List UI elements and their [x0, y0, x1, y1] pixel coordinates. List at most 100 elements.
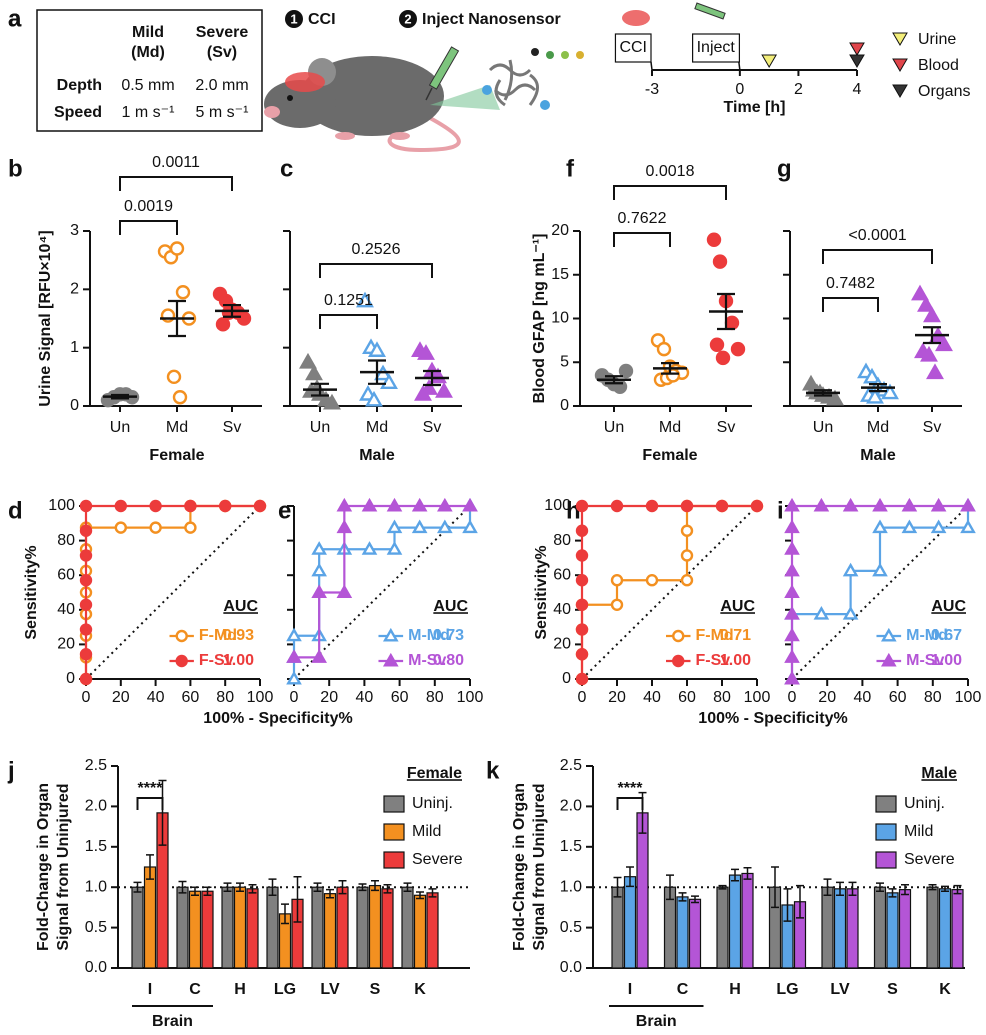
data-point: [930, 519, 947, 534]
data-point: [286, 627, 302, 642]
legend-label: Organs: [918, 83, 970, 100]
group-label: Brain: [636, 1013, 677, 1030]
y-axis-title: Fold-Change in Organ: [35, 783, 52, 951]
table-cell: 2.0 mm: [195, 77, 248, 94]
group-label: Brain: [152, 1013, 193, 1030]
data-point: [215, 317, 231, 332]
data-point: [311, 649, 327, 663]
error-bar: [146, 854, 154, 880]
y-tick-label: 2.0: [560, 798, 582, 815]
event-box: [692, 33, 741, 63]
error-bar: [953, 884, 962, 895]
step-label: CCI: [308, 11, 336, 28]
comparison-bracket: [119, 220, 178, 235]
data-point: [715, 499, 729, 513]
legend-label: F-Sv: [199, 652, 234, 669]
data-point: [79, 623, 93, 636]
data-point: [336, 519, 353, 534]
panel-letter: b: [8, 155, 23, 182]
data-point: [437, 519, 453, 534]
error-bar: [796, 884, 804, 919]
data-point: [730, 341, 746, 357]
data-point: [709, 337, 725, 352]
error-bar: [626, 866, 634, 888]
x-tick-label: 20: [608, 689, 626, 706]
auc-value: 1.00: [223, 652, 254, 669]
p-value-label: 0.7622: [618, 210, 667, 227]
panel-letter: d: [8, 497, 23, 524]
x-tick-label: 60: [889, 689, 907, 706]
auc-value: 1.00: [931, 652, 962, 669]
bar: [426, 892, 439, 969]
data-point: [901, 519, 918, 534]
x-axis-title: Time [h]: [724, 99, 786, 116]
bar: [821, 886, 834, 969]
x-tick-label: 0: [735, 81, 744, 98]
x-tick-label: Sv: [423, 419, 442, 436]
legend-label: Mild: [904, 823, 933, 840]
error-bar: [941, 885, 949, 892]
error-bar: [371, 879, 379, 892]
legend-label: M-Md: [906, 627, 948, 644]
y-tick-label: 1.0: [85, 878, 107, 895]
p-value-label: 0.2526: [352, 241, 401, 258]
bar: [311, 886, 324, 969]
data-point: [575, 598, 589, 611]
data-point: [172, 390, 188, 405]
error-bar: [158, 779, 167, 846]
data-point: [911, 284, 929, 301]
panel-letter: k: [486, 757, 500, 784]
x-tick-label: Sv: [223, 419, 242, 436]
data-point: [680, 574, 694, 587]
x-tick-label: S: [370, 981, 381, 998]
x-tick-label: 80: [426, 689, 444, 706]
x-tick-label: I: [148, 981, 152, 998]
panel-letter: e: [278, 497, 291, 524]
legend-label: Severe: [904, 851, 955, 868]
auc-value: 1.00: [720, 652, 751, 669]
sample-marker: [849, 54, 865, 68]
bar: [401, 886, 414, 969]
data-point: [114, 521, 128, 534]
data-point: [286, 670, 302, 685]
data-point: [411, 497, 428, 512]
error-bar: [428, 888, 437, 898]
x-tick-label: Md: [659, 419, 681, 436]
data-point: [356, 291, 374, 308]
y-tick-label: 2: [70, 281, 79, 298]
bar: [143, 866, 157, 969]
data-point: [715, 350, 731, 366]
error-bar: [678, 892, 687, 902]
bar: [926, 886, 939, 969]
data-point: [750, 499, 764, 513]
y-axis-title: Signal from Uninjured: [531, 783, 548, 950]
data-point: [79, 499, 93, 513]
significance-label: ****: [618, 780, 644, 797]
x-tick-label: 0: [578, 689, 587, 706]
x-tick-label: 80: [216, 689, 234, 706]
legend-label: F-Md: [696, 627, 734, 644]
y-tick-label: 1: [70, 339, 79, 356]
error-bar: [168, 299, 186, 338]
legend-title: AUC: [223, 598, 258, 615]
comparison-bracket: [822, 249, 933, 264]
x-tick-label: LG: [776, 981, 798, 998]
y-tick-label: 0: [66, 670, 75, 687]
bar: [951, 889, 964, 969]
error-bar: [743, 867, 752, 880]
legend-label: M-Md: [408, 627, 450, 644]
data-point: [79, 574, 93, 587]
x-tick-label: H: [234, 981, 246, 998]
data-point: [610, 499, 624, 513]
x-tick-label: Un: [604, 419, 624, 436]
legend-label: Blood: [918, 57, 959, 74]
y-tick-label: 10: [551, 310, 569, 327]
data-point: [784, 627, 800, 642]
comparison-bracket: [119, 176, 233, 191]
panel-letter: c: [280, 155, 293, 182]
y-tick-label: 80: [57, 532, 75, 549]
error-bar: [783, 888, 792, 922]
y-tick-label: 5: [560, 353, 569, 370]
y-tick-label: 0: [70, 397, 79, 414]
x-tick-label: LV: [320, 981, 340, 998]
